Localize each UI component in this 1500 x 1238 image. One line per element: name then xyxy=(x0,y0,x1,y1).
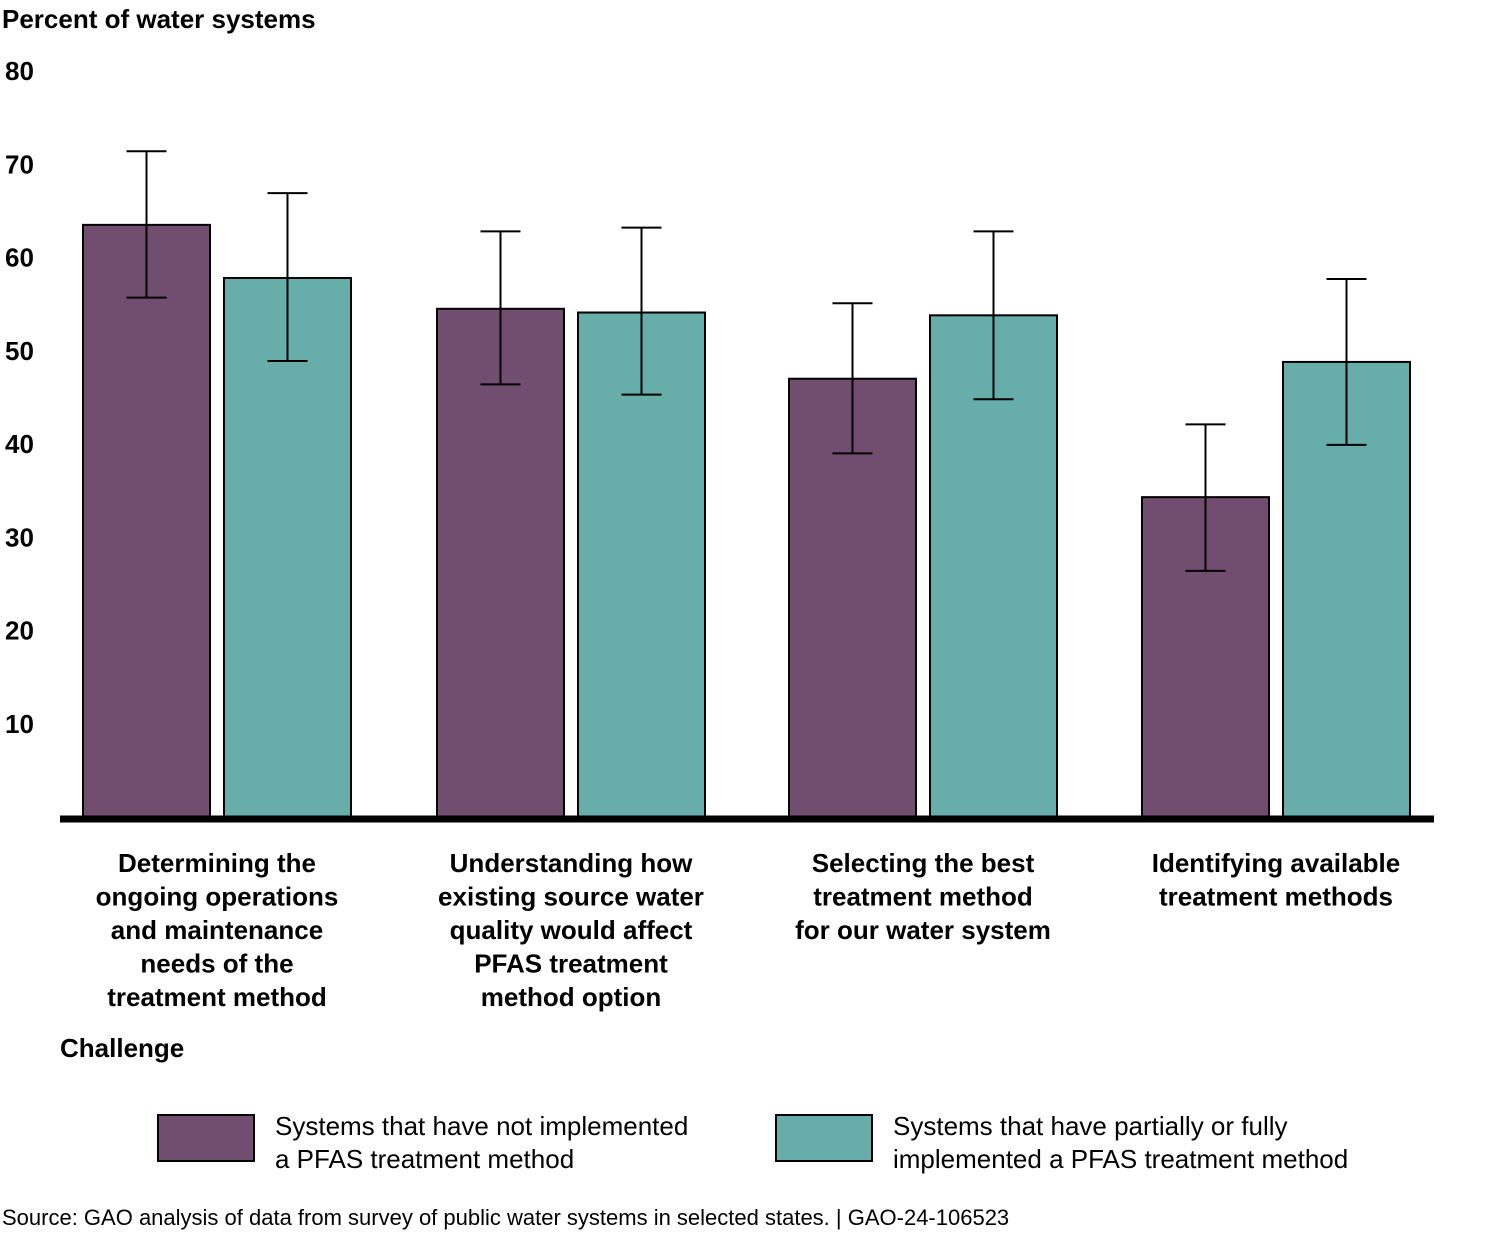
y-tick-label: 60 xyxy=(5,243,34,273)
category-label-line: Understanding how xyxy=(450,848,693,878)
y-tick-label: 80 xyxy=(5,56,34,86)
category-label: Understanding how existing source water qu… xyxy=(438,848,704,1012)
category-label-line: Selecting the best xyxy=(812,848,1035,878)
y-axis-title: Percent of water systems xyxy=(2,4,316,34)
legend-label-line: Systems that have not implemented xyxy=(275,1111,689,1141)
category-label: Selecting the best treatment method for ou… xyxy=(795,848,1051,945)
category-label-line: Determining the xyxy=(118,848,316,878)
bar xyxy=(223,277,352,818)
y-tick-label: 10 xyxy=(5,709,34,739)
category-label-line: ongoing operations xyxy=(96,882,339,912)
legend-label-line: implemented a PFAS treatment method xyxy=(893,1144,1349,1174)
category-label-line: for our water system xyxy=(795,915,1051,945)
category-label-line: needs of the xyxy=(140,949,293,979)
legend-label-implemented: Systems that have partially or fully imp… xyxy=(893,1110,1348,1176)
y-tick-label: 20 xyxy=(5,616,34,646)
legend-label-not-implemented: Systems that have not implemented a PFAS… xyxy=(275,1110,688,1176)
category-label-line: quality would affect xyxy=(450,915,693,945)
legend-swatch-not-implemented xyxy=(157,1114,255,1162)
legend-label-line: Systems that have partially or fully xyxy=(893,1111,1288,1141)
bar xyxy=(577,311,706,818)
category-label: Determining the ongoing operations and mai… xyxy=(96,848,339,1012)
category-label-line: PFAS treatment xyxy=(474,949,668,979)
bar-chart: 10 20 30 40 50 60 70 80 Determining the ongoing o… xyxy=(5,56,1434,1012)
bar xyxy=(82,223,211,819)
legend-label-line: a PFAS treatment method xyxy=(275,1144,575,1174)
category-label-line: treatment method xyxy=(107,982,327,1012)
y-tick-label: 30 xyxy=(5,522,34,552)
category-label-line: treatment method xyxy=(813,882,1033,912)
x-axis-title: Challenge xyxy=(60,1033,185,1063)
category-label-line: and maintenance xyxy=(111,915,323,945)
category-label-line: treatment methods xyxy=(1159,882,1393,912)
y-tick-label: 50 xyxy=(5,336,34,366)
source-note: Source: GAO analysis of data from survey… xyxy=(2,1205,1010,1230)
y-tick-label: 40 xyxy=(5,429,34,459)
category-label-line: Identifying available xyxy=(1152,848,1401,878)
y-tick-label: 70 xyxy=(5,149,34,179)
legend-swatch-implemented xyxy=(775,1114,873,1162)
category-label-line: method option xyxy=(481,982,662,1012)
legend: Systems that have not implemented a PFAS… xyxy=(0,1110,1500,1180)
category-label-line: existing source water xyxy=(438,882,704,912)
category-label: Identifying available treatment methods xyxy=(1152,848,1401,912)
